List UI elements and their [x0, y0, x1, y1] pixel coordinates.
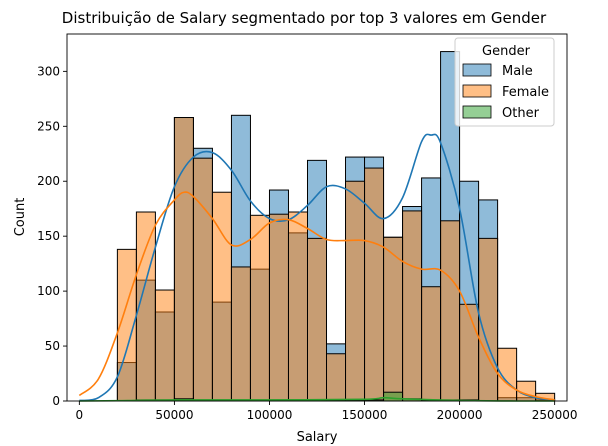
bar-other-16 [383, 391, 404, 402]
kde-line-male [79, 133, 555, 402]
x-tick-label: 250000 [532, 408, 578, 422]
axes-layer: 0 50000 100000 150000 200000 250000 0 50 100 150 2… [37, 33, 578, 422]
x-tick-label: 200000 [437, 408, 483, 422]
x-tick-label: 0 [76, 408, 84, 422]
legend-label-female: Female [502, 85, 549, 100]
legend-frame [454, 37, 555, 127]
y-tick-label: 150 [37, 229, 60, 243]
bar-female-8 [230, 266, 251, 402]
chart-title: Distribuição de Salary segmentado por to… [62, 9, 547, 27]
bar-female-15 [364, 167, 385, 402]
bar-female-21 [478, 237, 499, 402]
x-tick-label: 50000 [155, 408, 193, 422]
x-axis-label: Salary [297, 430, 338, 445]
bar-female-18 [421, 286, 442, 402]
y-tick-label: 50 [45, 339, 60, 353]
bar-female-19 [440, 220, 461, 402]
bar-female-9 [249, 214, 270, 402]
bar-female-20 [459, 303, 480, 402]
legend-swatch-female [462, 84, 492, 98]
legend-title: Gender [482, 44, 531, 59]
y-tick-label: 250 [37, 119, 60, 133]
bar-female-14 [345, 180, 366, 402]
y-tick-label: 200 [37, 174, 60, 188]
bar-female-6 [192, 157, 213, 402]
legend-label-other: Other [502, 106, 540, 121]
x-tick-label: 100000 [247, 408, 293, 422]
legend-swatch-other [462, 105, 492, 119]
plot-frame [66, 33, 568, 402]
y-axis-label: Count [13, 198, 28, 237]
bar-female-17 [402, 210, 423, 402]
y-tick-label: 0 [52, 394, 60, 408]
y-tick-label: 300 [37, 64, 60, 78]
y-tick-label: 100 [37, 284, 60, 298]
bar-female-16 [383, 236, 404, 402]
bar-female-13 [326, 353, 347, 402]
bar-female-11 [287, 211, 308, 402]
bar-female-10 [268, 213, 289, 402]
kde-line-female [78, 191, 555, 401]
legend-label-male: Male [502, 64, 533, 79]
bar-female-12 [306, 237, 328, 402]
x-tick-label: 150000 [342, 408, 388, 422]
legend: Gender Male Female Other [454, 37, 555, 127]
legend-swatch-male [462, 63, 492, 77]
bar-female-4 [154, 289, 175, 402]
